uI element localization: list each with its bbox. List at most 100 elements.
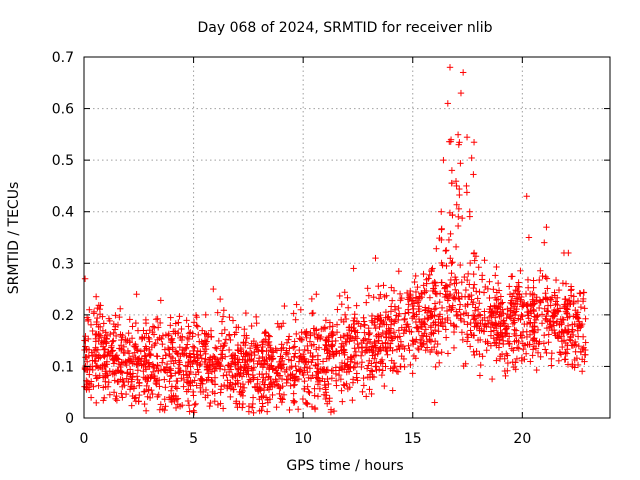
data-point [352, 333, 359, 340]
data-point [544, 285, 551, 292]
data-point [556, 349, 564, 356]
data-point [401, 315, 408, 323]
data-point [526, 341, 533, 348]
data-point [501, 367, 509, 375]
data-point [180, 376, 188, 384]
data-point [353, 302, 360, 309]
data-point [254, 360, 261, 367]
data-point [204, 376, 212, 383]
data-point [415, 308, 423, 315]
data-point [118, 369, 126, 377]
data-point [306, 365, 314, 372]
data-point [372, 344, 379, 351]
data-point [504, 323, 512, 330]
data-point [566, 313, 573, 320]
data-point [86, 371, 93, 378]
data-point [454, 222, 462, 230]
data-point [571, 356, 578, 364]
data-point [343, 331, 351, 339]
data-point [509, 320, 517, 328]
data-point [239, 400, 247, 408]
data-point [310, 341, 318, 348]
data-point [526, 290, 534, 298]
data-point [109, 338, 116, 345]
data-point [238, 389, 245, 396]
data-point [571, 364, 578, 371]
data-point [185, 402, 193, 409]
data-point [547, 296, 555, 304]
data-point [374, 350, 381, 358]
data-point [278, 357, 286, 365]
data-point [519, 313, 526, 320]
data-point [365, 331, 373, 338]
data-point [126, 386, 134, 393]
data-point [105, 379, 112, 386]
data-point [562, 349, 569, 357]
data-point [117, 363, 124, 371]
data-point [158, 335, 165, 343]
data-point [534, 312, 541, 319]
data-point [400, 355, 408, 363]
data-point [102, 363, 109, 371]
data-point [133, 361, 140, 369]
data-point [291, 343, 298, 350]
data-point [562, 280, 570, 287]
data-point [469, 301, 476, 308]
data-point [154, 361, 161, 369]
data-point [384, 340, 392, 347]
data-point [483, 347, 490, 354]
data-point [396, 345, 403, 353]
data-point [560, 316, 567, 324]
data-point [562, 302, 569, 310]
data-point [314, 333, 321, 341]
data-point [173, 377, 180, 385]
data-point [219, 313, 227, 320]
data-point [135, 360, 143, 367]
data-point [438, 279, 446, 286]
data-point [101, 361, 108, 368]
data-point [558, 338, 566, 345]
data-point [303, 334, 310, 342]
data-point [524, 276, 532, 284]
data-point [177, 352, 184, 360]
data-point [361, 329, 368, 336]
data-point [358, 339, 365, 347]
data-point [223, 371, 230, 379]
data-point [446, 138, 453, 145]
data-point [487, 303, 494, 310]
data-point [412, 272, 419, 280]
data-point [305, 358, 312, 365]
data-point [467, 327, 474, 334]
data-point [145, 359, 153, 366]
data-point [216, 295, 224, 303]
data-point [195, 368, 202, 376]
data-point [110, 337, 117, 344]
data-point [227, 393, 234, 401]
data-point [183, 344, 190, 351]
data-point [315, 369, 322, 376]
data-point [149, 368, 157, 376]
data-point [473, 323, 480, 331]
data-point [140, 327, 147, 334]
data-point [497, 300, 505, 308]
data-point [491, 294, 499, 301]
data-point [337, 375, 345, 383]
data-point [395, 268, 402, 275]
data-point [466, 293, 473, 300]
data-point [245, 378, 252, 386]
data-point [354, 377, 361, 384]
data-point [87, 394, 95, 401]
data-point [346, 323, 353, 331]
data-point [459, 336, 467, 344]
data-point [149, 323, 157, 330]
data-point [119, 383, 126, 390]
data-point [134, 327, 142, 334]
data-point [396, 333, 403, 340]
data-point [154, 315, 161, 322]
data-point [405, 342, 412, 350]
data-point [197, 388, 205, 396]
data-point [463, 134, 471, 141]
data-point [182, 345, 189, 352]
data-point [83, 314, 91, 321]
data-point [552, 276, 560, 284]
